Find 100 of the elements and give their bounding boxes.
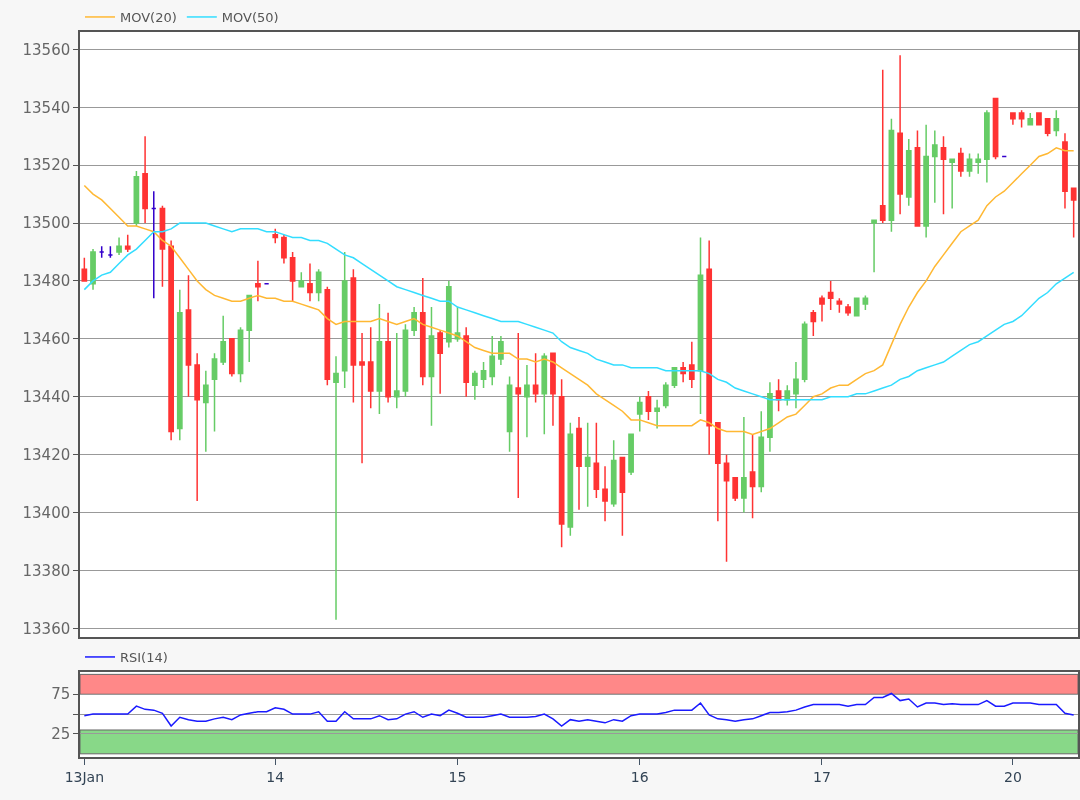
candlestick <box>142 135 148 224</box>
candlestick <box>524 364 530 439</box>
candlestick <box>732 477 739 502</box>
candlestick <box>558 378 565 549</box>
y-tick-label: 13440 <box>22 387 71 406</box>
candlestick <box>749 433 756 520</box>
candlestick <box>871 219 877 274</box>
candlestick <box>836 297 843 314</box>
candlestick <box>793 361 799 410</box>
candlestick <box>471 369 478 401</box>
candlestick <box>1018 109 1025 129</box>
candlestick <box>307 262 313 302</box>
candlestick <box>333 355 339 621</box>
y-tick-label: 13560 <box>22 40 71 59</box>
candlestick <box>202 369 209 453</box>
y-tick-label: 13460 <box>22 330 71 349</box>
candlestick <box>1053 109 1060 137</box>
candlestick <box>228 338 235 378</box>
candlestick <box>897 54 903 216</box>
candlestick <box>853 297 860 317</box>
candlestick <box>923 123 930 239</box>
x-tick-label: 17 <box>813 768 831 785</box>
candlestick <box>272 228 279 245</box>
candlestick <box>593 422 600 499</box>
candlestick <box>281 233 287 265</box>
candlestick <box>411 306 417 337</box>
candlestick <box>628 433 634 476</box>
candlestick <box>419 277 426 386</box>
candlestick <box>1027 112 1034 126</box>
candlestick <box>879 68 886 224</box>
candlestick <box>532 352 539 404</box>
candlestick <box>1070 187 1077 239</box>
candlestick <box>931 129 938 204</box>
candlestick <box>150 190 157 300</box>
candlestick <box>949 158 956 210</box>
candlestick <box>480 361 487 389</box>
candlestick <box>116 236 122 256</box>
x-tick-label: 14 <box>266 768 285 785</box>
candlestick <box>1062 132 1068 210</box>
candlestick <box>741 416 747 514</box>
line-series <box>83 147 1075 436</box>
candlestick <box>602 465 608 522</box>
candlestick <box>845 303 851 317</box>
candlestick <box>662 381 669 410</box>
candlestick <box>767 381 773 453</box>
candlestick <box>498 335 504 366</box>
x-tick-label: 15 <box>448 768 467 785</box>
candlestick <box>359 332 365 465</box>
candlestick <box>176 288 183 441</box>
candlestick <box>489 335 496 386</box>
candlestick <box>98 245 105 259</box>
y-tick-label: 13360 <box>22 619 71 638</box>
legend-label: RSI(14) <box>120 650 168 666</box>
y-tick-label: 13540 <box>22 98 71 117</box>
y-tick-label: 75 <box>51 685 71 704</box>
candlestick <box>550 352 556 427</box>
candlestick <box>506 375 513 453</box>
candlestick <box>758 410 765 494</box>
candlestick <box>975 152 982 175</box>
candlestick <box>801 320 808 384</box>
candlestick <box>445 280 452 349</box>
candlestick <box>168 239 174 441</box>
candlestick <box>185 274 192 398</box>
candlestick <box>298 271 305 288</box>
candlestick <box>393 332 400 410</box>
candlestick <box>714 422 721 522</box>
candlestick <box>1010 112 1016 126</box>
y-tick-label: 13500 <box>22 214 71 233</box>
candlestick <box>905 138 912 207</box>
candlestick <box>428 306 435 427</box>
candlestick <box>350 268 357 404</box>
candlestick <box>81 257 88 282</box>
candlestick <box>124 233 131 253</box>
candlestick <box>810 309 817 337</box>
candlestick <box>1044 118 1051 137</box>
candlestick <box>220 314 227 366</box>
y-tick-label: 13420 <box>22 445 71 464</box>
candlestick <box>784 384 791 407</box>
candlestick <box>341 251 348 389</box>
candlestick <box>654 398 660 430</box>
candlestick <box>723 453 730 563</box>
candlestick <box>940 135 947 216</box>
candlestick <box>819 294 825 323</box>
candlestick <box>610 439 617 508</box>
x-tick-label: 20 <box>1004 768 1022 785</box>
candlestick <box>515 332 522 499</box>
y-tick-label: 25 <box>51 725 71 744</box>
candlestick <box>984 109 990 184</box>
candlestick <box>688 340 695 389</box>
candlestick <box>289 251 296 302</box>
candlestick <box>957 147 964 178</box>
candlestick <box>90 248 96 291</box>
line-series <box>83 222 1075 401</box>
candlestick <box>367 326 374 410</box>
candlestick <box>463 326 470 398</box>
x-tick-label: 13Jan <box>64 768 105 785</box>
line-series <box>83 692 1075 727</box>
candlestick <box>315 268 322 302</box>
candlestick <box>211 352 218 433</box>
y-tick-label: 13520 <box>22 156 71 175</box>
